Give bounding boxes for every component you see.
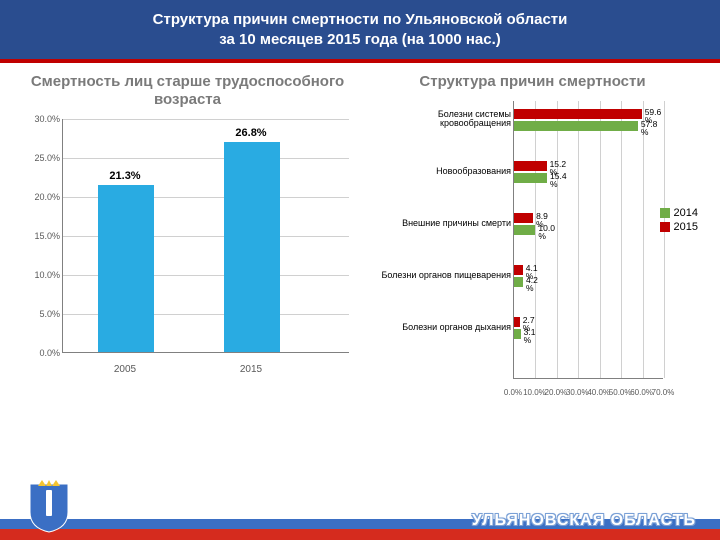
legend-swatch bbox=[660, 208, 670, 218]
gridline bbox=[63, 158, 349, 159]
legend-item: 2014 bbox=[660, 207, 698, 219]
legend-swatch bbox=[660, 222, 670, 232]
hbar-value: 15.4% bbox=[550, 172, 567, 189]
gridline bbox=[643, 101, 644, 378]
left-column: Смертность лиц старше трудоспособного во… bbox=[20, 73, 355, 397]
hbar-value: 57.8% bbox=[641, 120, 658, 137]
category-label: Болезни органов дыхания bbox=[365, 323, 511, 333]
x-tick: 70.0% bbox=[652, 388, 675, 397]
x-tick: 50.0% bbox=[609, 388, 632, 397]
region-text: УЛЬЯНОВСКАЯ ОБЛАСТЬ bbox=[472, 512, 696, 530]
bar bbox=[224, 142, 281, 351]
footer: УЛЬЯНОВСКАЯ ОБЛАСТЬ bbox=[0, 488, 720, 540]
hbar bbox=[514, 317, 520, 327]
crest-icon bbox=[26, 480, 72, 534]
gridline bbox=[557, 101, 558, 378]
hbar bbox=[514, 213, 533, 223]
hbar bbox=[514, 161, 547, 171]
y-tick: 20.0% bbox=[20, 192, 60, 202]
y-tick: 5.0% bbox=[20, 309, 60, 319]
x-tick: 2015 bbox=[240, 364, 262, 375]
x-tick: 20.0% bbox=[545, 388, 568, 397]
right-column: Структура причин смертности 59.6%57.8%15… bbox=[365, 73, 700, 397]
y-tick: 0.0% bbox=[20, 348, 60, 358]
gridline bbox=[600, 101, 601, 378]
slide-header: Структура причин смертности по Ульяновск… bbox=[0, 0, 720, 63]
hbar bbox=[514, 277, 523, 287]
left-bar-chart: 0.0% 5.0% 10.0% 15.0% 20.0% 25.0% 30.0% 21.3% 20… bbox=[20, 115, 355, 375]
gridline bbox=[63, 119, 349, 120]
legend-label: 2015 bbox=[674, 221, 698, 233]
hbar bbox=[514, 121, 638, 131]
x-tick: 40.0% bbox=[587, 388, 610, 397]
right-hbar-chart: 59.6%57.8%15.2%15.4%8.9%10.0%4.1%4.2%2.7… bbox=[365, 97, 700, 397]
bar-label: 21.3% bbox=[109, 170, 140, 182]
hbar bbox=[514, 225, 535, 235]
hbar-value: 10.0% bbox=[538, 224, 555, 241]
y-tick: 15.0% bbox=[20, 231, 60, 241]
y-tick: 10.0% bbox=[20, 270, 60, 280]
hbar bbox=[514, 265, 523, 275]
gridline bbox=[578, 101, 579, 378]
category-label: Болезни системы кровообращения bbox=[365, 110, 511, 130]
content-row: Смертность лиц старше трудоспособного во… bbox=[0, 63, 720, 397]
bar-label: 26.8% bbox=[235, 127, 266, 139]
hbar bbox=[514, 329, 521, 339]
hbar bbox=[514, 109, 642, 119]
legend-item: 2015 bbox=[660, 221, 698, 233]
x-tick: 0.0% bbox=[504, 388, 522, 397]
category-label: Болезни органов пищеварения bbox=[365, 271, 511, 281]
x-tick: 30.0% bbox=[566, 388, 589, 397]
right-chart-title: Структура причин смертности bbox=[365, 73, 700, 91]
header-line1: Структура причин смертности по Ульяновск… bbox=[20, 10, 700, 30]
gridline bbox=[621, 101, 622, 378]
bar bbox=[98, 185, 155, 351]
category-label: Внешние причины смерти bbox=[365, 219, 511, 229]
y-tick: 30.0% bbox=[20, 114, 60, 124]
category-label: Новообразования bbox=[365, 167, 511, 177]
left-plot-area bbox=[62, 119, 349, 353]
hbar bbox=[514, 173, 547, 183]
right-plot-area: 59.6%57.8%15.2%15.4%8.9%10.0%4.1%4.2%2.7… bbox=[513, 101, 663, 379]
left-chart-title: Смертность лиц старше трудоспособного во… bbox=[20, 73, 355, 109]
x-tick: 60.0% bbox=[630, 388, 653, 397]
legend: 2014 2015 bbox=[660, 207, 698, 235]
header-line2: за 10 месяцев 2015 года (на 1000 нас.) bbox=[20, 30, 700, 50]
x-tick: 2005 bbox=[114, 364, 136, 375]
hbar-value: 3.1% bbox=[524, 328, 536, 345]
y-tick: 25.0% bbox=[20, 153, 60, 163]
gridline bbox=[535, 101, 536, 378]
x-tick: 10.0% bbox=[523, 388, 546, 397]
legend-label: 2014 bbox=[674, 207, 698, 219]
hbar-value: 4.2% bbox=[526, 276, 538, 293]
flag-red bbox=[0, 529, 720, 540]
gridline bbox=[664, 101, 665, 378]
